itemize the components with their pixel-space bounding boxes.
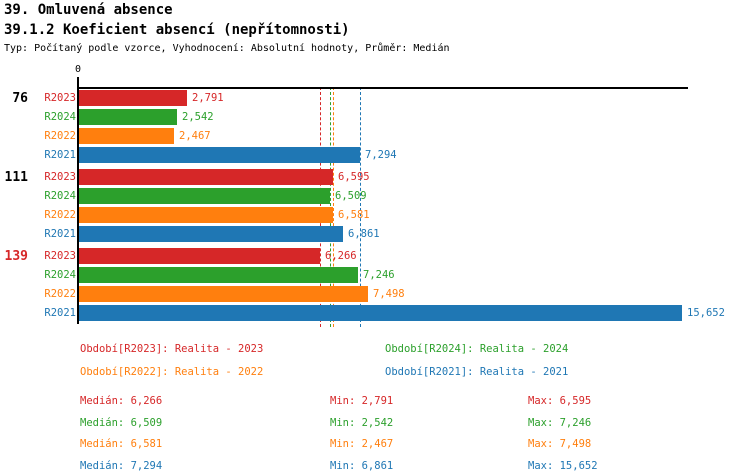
bar-r2024 <box>79 109 177 125</box>
bar-r2021 <box>79 305 682 321</box>
bar-r2021 <box>79 147 360 163</box>
stat-max: Max: 7,498 <box>528 438 592 450</box>
y-axis-line <box>77 87 79 324</box>
x-axis-line <box>77 87 688 89</box>
value-label: 2,542 <box>182 111 214 123</box>
median-line-r2022 <box>333 87 334 327</box>
stat-median: Medián: 6,509 <box>80 417 163 429</box>
bar-r2022 <box>79 286 368 302</box>
stat-median: Medián: 6,581 <box>80 438 163 450</box>
group-label: 111 <box>4 170 28 185</box>
bar-r2022 <box>79 207 333 223</box>
series-label-r2022: R2022 <box>44 130 76 142</box>
stat-max: Max: 6,595 <box>528 395 592 407</box>
page-title: 39. Omluvená absence <box>4 2 173 18</box>
value-label: 7,294 <box>365 149 397 161</box>
legend-item-r2021: Období[R2021]: Realita - 2021 <box>385 366 569 378</box>
x-axis-tick <box>77 77 79 87</box>
series-label-r2024: R2024 <box>44 269 76 281</box>
value-label: 6,595 <box>338 171 370 183</box>
group-label: 139 <box>4 249 28 264</box>
stat-min: Min: 2,467 <box>330 438 394 450</box>
chart-title: 39.1.2 Koeficient absencí (nepřítomnosti… <box>4 22 350 38</box>
value-label: 7,246 <box>363 269 395 281</box>
bar-r2023 <box>79 90 187 106</box>
stat-median: Medián: 6,266 <box>80 395 163 407</box>
legend-item-r2023: Období[R2023]: Realita - 2023 <box>80 343 264 355</box>
series-label-r2024: R2024 <box>44 111 76 123</box>
series-label-r2021: R2021 <box>44 149 76 161</box>
legend-item-r2022: Období[R2022]: Realita - 2022 <box>80 366 264 378</box>
stat-min: Min: 6,861 <box>330 460 394 472</box>
value-label: 7,498 <box>373 288 405 300</box>
stat-max: Max: 7,246 <box>528 417 592 429</box>
series-label-r2021: R2021 <box>44 307 76 319</box>
series-label-r2023: R2023 <box>44 250 76 262</box>
stat-min: Min: 2,791 <box>330 395 394 407</box>
value-label: 2,467 <box>179 130 211 142</box>
stat-max: Max: 15,652 <box>528 460 598 472</box>
series-label-r2021: R2021 <box>44 228 76 240</box>
series-label-r2023: R2023 <box>44 171 76 183</box>
group-label: 76 <box>12 91 28 106</box>
bar-r2023 <box>79 169 333 185</box>
value-label: 6,581 <box>338 209 370 221</box>
stat-min: Min: 2,542 <box>330 417 394 429</box>
series-label-r2022: R2022 <box>44 209 76 221</box>
stat-median: Medián: 7,294 <box>80 460 163 472</box>
chart-meta: Typ: Počítaný podle vzorce, Vyhodnocení:… <box>4 43 450 54</box>
bar-r2024 <box>79 188 330 204</box>
bar-r2024 <box>79 267 358 283</box>
bar-r2023 <box>79 248 320 264</box>
median-line-r2021 <box>360 87 361 327</box>
series-label-r2023: R2023 <box>44 92 76 104</box>
bar-r2022 <box>79 128 174 144</box>
value-label: 6,861 <box>348 228 380 240</box>
value-label: 6,509 <box>335 190 367 202</box>
value-label: 6,266 <box>325 250 357 262</box>
bar-r2021 <box>79 226 343 242</box>
value-label: 15,652 <box>687 307 725 319</box>
legend-item-r2024: Období[R2024]: Realita - 2024 <box>385 343 569 355</box>
value-label: 2,791 <box>192 92 224 104</box>
series-label-r2022: R2022 <box>44 288 76 300</box>
axis-zero-label: 0 <box>74 64 82 75</box>
series-label-r2024: R2024 <box>44 190 76 202</box>
